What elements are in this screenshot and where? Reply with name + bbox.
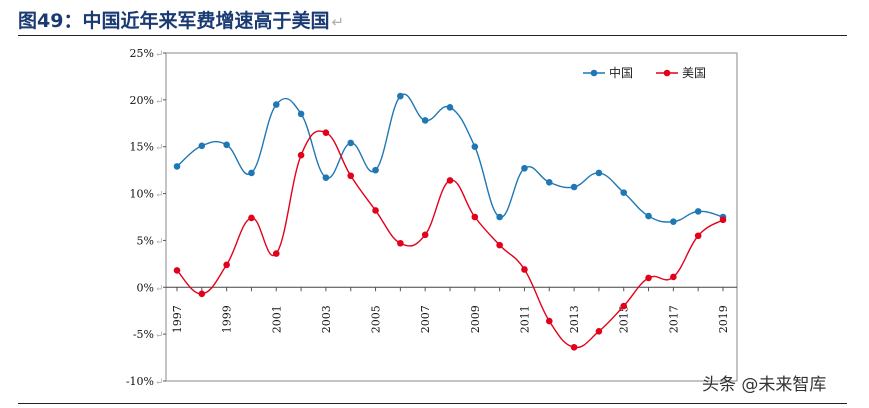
watermark: 头条 @未来智库: [702, 375, 827, 395]
series-point-1: [719, 216, 727, 224]
series-point-1: [670, 273, 677, 281]
return-mark-icon: ↵: [155, 49, 163, 60]
series-point-0: [272, 101, 280, 108]
series-line-0: [176, 93, 724, 223]
series-point-1: [173, 267, 181, 274]
series-point-0: [545, 179, 553, 186]
x-tick-label: 2019: [717, 305, 730, 333]
series-point-1: [347, 172, 355, 180]
page-title-text: 图49：中国近年来军费增速高于美国: [18, 10, 330, 32]
series-point-1: [570, 343, 578, 351]
series-point-1: [272, 250, 280, 257]
x-tick-label: 2005: [370, 305, 383, 333]
legend-marker-1: [663, 69, 671, 77]
x-tick-label: 1999: [221, 305, 234, 333]
y-tick-label: -5%: [133, 328, 154, 341]
series-point-1: [421, 231, 429, 239]
page-title: 图49：中国近年来军费增速高于美国 ↵: [18, 6, 344, 33]
return-mark-icon: ↵: [331, 13, 345, 31]
x-tick-label: 2003: [320, 305, 333, 333]
y-tick-label: 5%: [137, 234, 154, 247]
series-point-1: [322, 129, 330, 136]
series-point-0: [297, 110, 305, 118]
series-point-0: [620, 189, 628, 196]
series-point-1: [471, 213, 479, 221]
plot-border: [165, 52, 738, 382]
top-divider: [18, 35, 847, 36]
series-point-1: [397, 239, 404, 247]
series-point-1: [198, 290, 206, 298]
series-point-0: [570, 183, 578, 191]
series-point-1: [297, 151, 305, 159]
return-mark-icon: ↵: [155, 96, 163, 107]
series-point-0: [595, 169, 603, 177]
series-line-1: [176, 130, 724, 349]
y-tick-label: 20%: [130, 94, 154, 107]
y-tick-label: 15%: [130, 141, 154, 154]
x-tick-label: 2007: [419, 305, 432, 333]
legend-label-0: 中国: [609, 65, 633, 80]
series-point-1: [694, 232, 702, 240]
series-point-1: [620, 302, 628, 310]
series-point-1: [223, 261, 230, 269]
x-tick-label: 2009: [469, 305, 482, 333]
x-tick-label: 1997: [171, 305, 184, 333]
series-point-1: [595, 328, 603, 335]
x-tick-label: 2011: [518, 305, 531, 333]
series-point-0: [471, 143, 479, 151]
series-point-0: [645, 212, 652, 220]
series-point-0: [521, 164, 528, 172]
y-tick-label: 10%: [130, 188, 154, 201]
return-mark-icon: ↵: [155, 190, 163, 201]
return-mark-icon: ↵: [155, 143, 163, 154]
series-point-0: [372, 166, 379, 174]
series-point-1: [446, 177, 454, 184]
legend-label-1: 美国: [682, 66, 706, 80]
series-point-1: [248, 214, 255, 222]
y-tick-label: 0%: [137, 281, 154, 294]
series-point-0: [223, 141, 230, 149]
series-point-1: [545, 317, 553, 325]
series-point-0: [248, 169, 255, 177]
series-point-0: [496, 213, 503, 221]
series-point-0: [694, 208, 702, 215]
bottom-divider: [18, 403, 847, 404]
return-mark-icon: ↵: [155, 377, 163, 388]
legend-marker-0: [590, 69, 598, 77]
x-tick-label: 2013: [568, 305, 581, 333]
return-mark-icon: ↵: [155, 236, 163, 247]
series-point-0: [421, 117, 429, 124]
series-point-1: [645, 274, 652, 282]
series-point-0: [670, 218, 677, 225]
series-point-0: [446, 104, 454, 111]
series-point-0: [322, 174, 330, 181]
series-point-1: [521, 266, 528, 273]
y-tick-label: 25%: [130, 47, 154, 60]
return-mark-icon: ↵: [155, 283, 163, 294]
series-point-0: [347, 139, 355, 147]
series-point-1: [496, 241, 503, 249]
x-tick-label: 2017: [667, 305, 680, 333]
series-point-0: [173, 163, 181, 170]
series-point-1: [372, 207, 379, 214]
x-tick-label: 2015: [618, 305, 631, 333]
y-tick-label: -10%: [126, 375, 154, 388]
series-point-0: [198, 142, 206, 150]
return-mark-icon: ↵: [155, 330, 163, 341]
x-tick-label: 2001: [270, 305, 283, 333]
series-point-0: [397, 92, 404, 100]
